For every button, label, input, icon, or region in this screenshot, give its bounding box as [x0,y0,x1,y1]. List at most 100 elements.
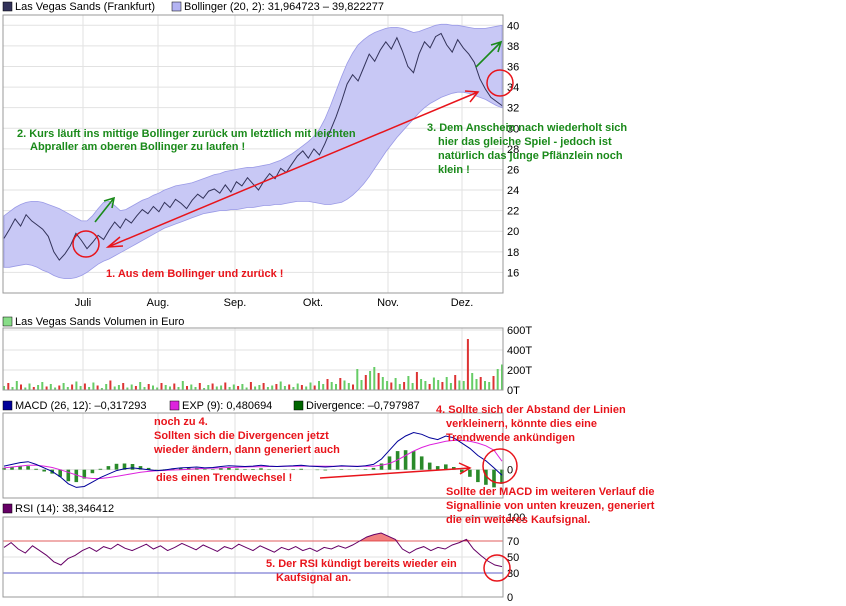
macd-divergence-bar [251,469,255,470]
macd-divergence-bar [435,466,440,470]
annotation-c-line-1: Sollte der MACD im weiteren Verlauf die [446,486,654,498]
price-y-tick-18: 18 [507,247,519,259]
price-legend-label-1: Las Vegas Sands (Frankfurt) [15,1,155,13]
annotation-arrow-green-2 [475,41,502,68]
macd-legend-swatch-2 [169,400,180,411]
macd-divergence-bar [227,467,231,470]
volume-bar [352,384,354,390]
rsi-overbought-fill [4,533,502,541]
arrowhead-red-left [105,236,124,248]
volume-bar [24,387,27,390]
volume-bar [296,383,299,390]
volume-bar [313,385,316,390]
volume-bar [343,380,346,390]
volume-bar [300,385,303,390]
price-y-tick-26: 26 [507,164,519,176]
arrowhead-green-1 [103,196,116,209]
volume-bar [220,385,223,390]
volume-bar [117,385,120,390]
macd-divergence-bar [339,469,344,470]
macd-divergence-bar [476,469,480,483]
macd-divergence-bar [106,466,111,470]
macd-divergence-bar [10,467,14,470]
macd-divergence-bar [444,464,448,470]
volume-bar [126,387,129,390]
volume-bar [147,384,150,390]
arrowhead-red-macd [458,462,472,475]
volume-bar [105,384,108,390]
macd-divergence-bar [468,469,472,477]
volume-bar [83,383,86,390]
volume-bar [164,385,167,390]
macd-exp-line [3,439,503,479]
annotation-circle-3 [482,448,518,484]
price-x-tick-Sep.: Sep. [224,297,247,309]
bollinger-band [3,23,503,280]
volume-bar [224,382,227,390]
macd-divergence-bar [259,468,263,470]
volume-bar [394,378,397,390]
volume-bar [262,383,265,390]
macd-divergence-bar [235,468,239,470]
macd-legend-swatch-1 [2,400,13,411]
annotation-circle-2 [486,69,514,97]
volume-bar [420,379,423,390]
volume-bar [398,384,401,390]
volume-bar [466,339,469,390]
volume-bar [143,387,146,390]
macd-divergence-bar [74,469,79,483]
volume-bar [326,379,329,390]
volume-bar [360,380,363,390]
macd-divergence-bar [2,467,6,470]
annotation-3-line-4: klein ! [438,164,470,176]
price-y-tick-30: 30 [507,123,519,135]
volume-bar [462,381,465,390]
rsi-y-tick-70: 70 [507,536,519,548]
volume-bar [415,372,418,390]
annotation-b-line-3: wieder ändern, dann generiert auch [153,444,340,456]
price-y-tick-24: 24 [507,185,519,197]
annotation-2-line-1: 2. Kurs läuft ins mittige Bollinger zurü… [17,128,356,140]
volume-y-tick-600T: 600T [507,325,532,337]
macd-divergence-bar [243,469,247,470]
macd-y-axis: 0 [507,465,513,477]
volume-bar [79,386,82,390]
rsi-y-tick-0: 0 [507,592,513,604]
price-legend-swatch-2 [171,1,182,12]
volume-bar [28,383,31,390]
volume-bar [377,373,380,390]
annotation-4-line-2: verkleinern, könnte dies eine [446,418,597,430]
volume-bar [130,384,133,390]
rsi-line [3,532,503,568]
volume-bar [445,377,448,390]
volume-bar [356,369,359,390]
volume-bar [266,387,269,390]
annotation-c-line-2: Signallinie von unten kreuzen, generiert [446,500,655,512]
macd-legend-label-2: EXP (9): 0,480694 [182,400,272,412]
volume-frame [2,327,504,391]
macd-divergence-bar [34,468,38,470]
volume-bar [58,385,61,390]
volume-bar [271,385,274,390]
macd-divergence-bar [178,467,183,470]
volume-bar [96,385,99,390]
volume-bar [484,381,486,390]
volume-bar [373,367,376,390]
volume-bar [283,386,286,390]
volume-bar [347,383,350,390]
macd-divergence-bar [114,463,119,470]
volume-bar [160,383,163,390]
price-y-tick-16: 16 [507,267,519,279]
volume-bar [454,375,457,390]
macd-divergence-bar [500,469,504,484]
macd-divergence-bar [90,469,95,474]
volume-bar [245,387,248,390]
macd-divergence-bar [299,468,303,470]
volume-bar [335,384,337,390]
price-y-tick-22: 22 [507,206,519,218]
volume-bar [49,384,52,390]
volume-bar [207,385,210,390]
price-y-tick-20: 20 [507,226,519,238]
